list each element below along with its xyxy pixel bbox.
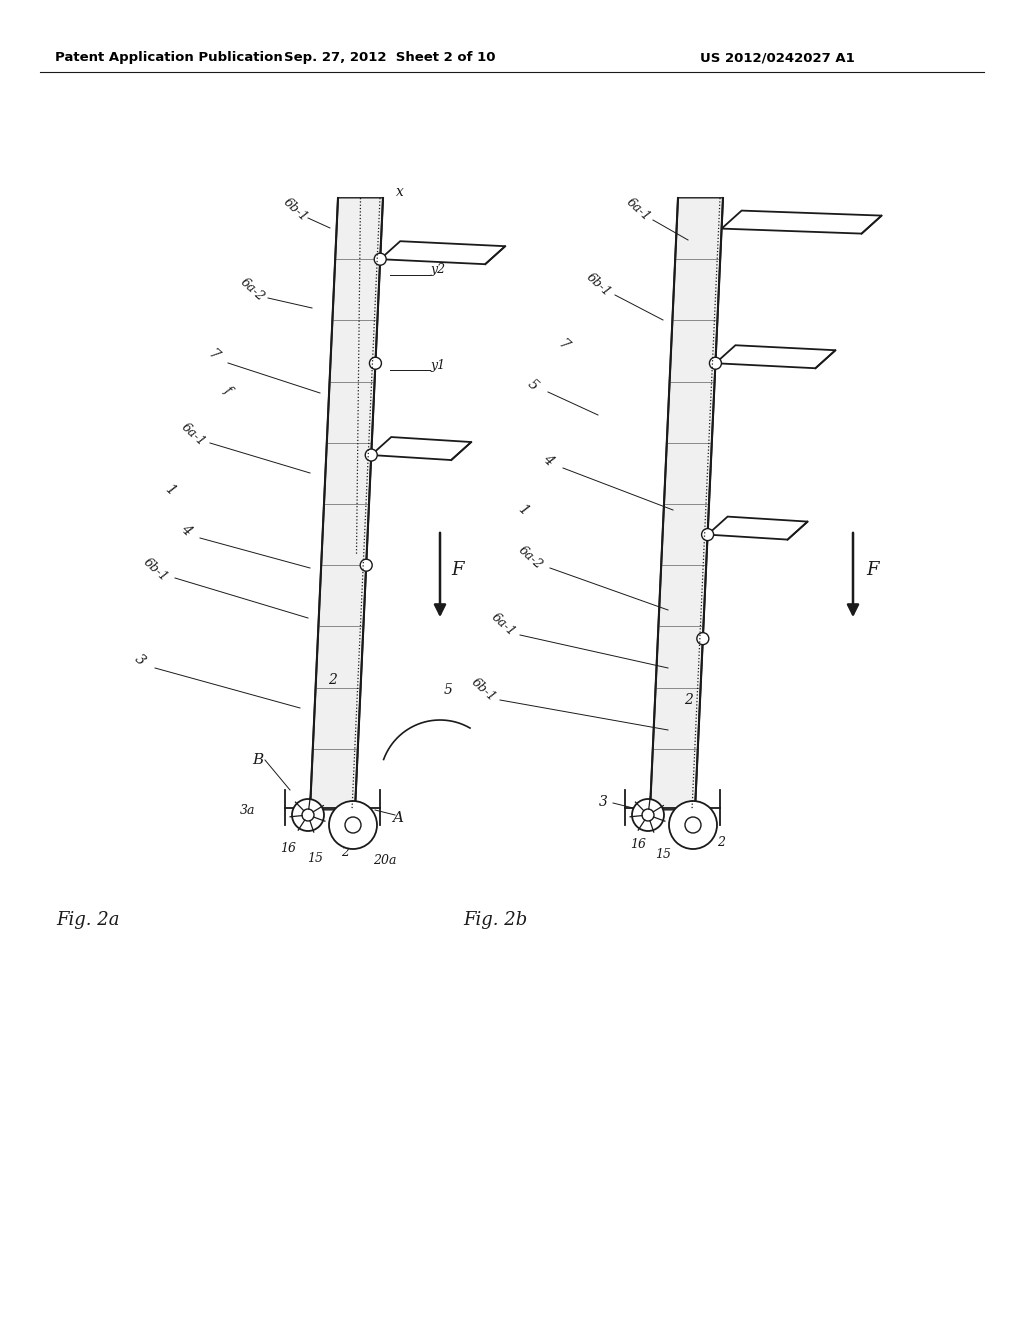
Text: 2: 2 [787,214,796,227]
Text: 15: 15 [307,851,323,865]
Text: 7: 7 [555,337,571,354]
Text: 6a-2: 6a-2 [515,544,545,572]
Polygon shape [380,242,505,264]
Text: 4: 4 [540,451,556,469]
Text: Patent Application Publication: Patent Application Publication [55,51,283,65]
Circle shape [701,528,714,541]
Circle shape [360,560,372,572]
Text: 6b-1: 6b-1 [140,556,170,585]
Circle shape [685,817,701,833]
Circle shape [697,632,709,644]
Circle shape [302,809,314,821]
Polygon shape [310,198,383,810]
Text: 6a-1: 6a-1 [178,421,208,449]
Text: 15: 15 [655,849,671,862]
Text: 2: 2 [717,837,725,850]
Text: 3: 3 [132,652,148,668]
Text: F: F [452,561,464,579]
Text: 6a-1: 6a-1 [624,195,652,224]
Text: Fig. 2a: Fig. 2a [56,911,120,929]
Text: 6a-1: 6a-1 [488,611,518,639]
Text: 1: 1 [162,482,178,498]
Text: y1: y1 [430,359,445,371]
Text: y2: y2 [430,264,445,276]
Text: 6b-1: 6b-1 [281,195,310,224]
Text: 16: 16 [630,838,646,851]
Text: 1: 1 [761,350,770,364]
Polygon shape [708,516,808,540]
Text: 16: 16 [280,842,296,854]
Polygon shape [716,346,836,368]
Text: 1: 1 [431,247,439,260]
Text: 6b-1: 6b-1 [468,676,498,705]
Circle shape [345,817,361,833]
Text: 2: 2 [341,846,349,858]
Polygon shape [650,198,723,810]
Polygon shape [372,437,471,461]
Text: Fig. 2b: Fig. 2b [463,911,527,929]
Text: 6b-1: 6b-1 [583,271,612,300]
Text: 5: 5 [443,682,453,697]
Text: US 2012/0242027 A1: US 2012/0242027 A1 [700,51,855,65]
Text: 1: 1 [515,502,531,519]
Circle shape [669,801,717,849]
Polygon shape [722,211,882,234]
Circle shape [292,799,324,832]
Text: 6a-2: 6a-2 [238,276,266,304]
Circle shape [374,253,386,265]
Text: 5: 5 [525,376,541,393]
Text: f: f [222,384,234,396]
Text: 3a: 3a [241,804,256,817]
Text: 3: 3 [599,795,607,809]
Text: B: B [252,752,263,767]
Circle shape [329,801,377,849]
Text: x: x [396,185,403,199]
Text: F: F [866,561,880,579]
Text: 3: 3 [409,442,418,455]
Text: 4: 4 [178,521,194,539]
Text: 2: 2 [329,673,338,686]
Circle shape [642,809,654,821]
Circle shape [366,449,377,461]
Text: A: A [392,810,403,825]
Circle shape [710,358,722,370]
Text: 20a: 20a [374,854,396,866]
Text: 2: 2 [684,693,692,708]
Text: Sep. 27, 2012  Sheet 2 of 10: Sep. 27, 2012 Sheet 2 of 10 [285,51,496,65]
Circle shape [370,358,381,370]
Circle shape [632,799,664,832]
Text: 7: 7 [205,347,221,363]
Text: 3: 3 [745,521,754,536]
